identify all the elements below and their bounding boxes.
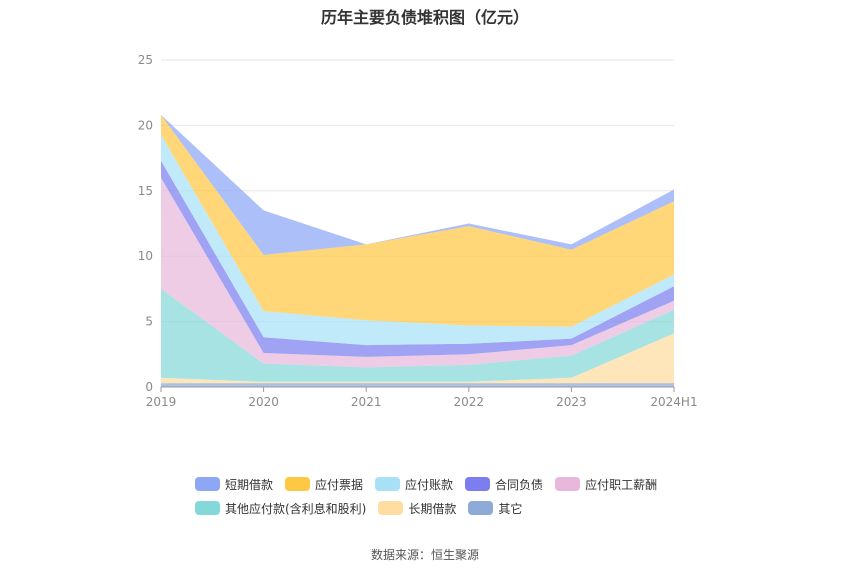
area-series-应付票据[interactable] [161, 114, 674, 327]
legend-label: 合同负债 [495, 477, 544, 492]
legend-swatch [378, 501, 404, 515]
area-series-长期借款[interactable] [161, 333, 674, 384]
area-series-短期借款[interactable] [161, 114, 674, 255]
y-tick-label: 15 [138, 184, 153, 198]
legend-swatch [465, 477, 491, 491]
x-tick-label: 2022 [454, 395, 485, 409]
legend-swatch [195, 501, 220, 515]
legend-item[interactable]: 其它 [468, 500, 522, 517]
y-tick-label: 5 [145, 315, 153, 329]
legend-label: 长期借款 [408, 501, 457, 516]
legend: 短期借款 应付票据 应付账款 合同负债 应付职工薪酬 其他应付款(含利息和股利) 长期借款… [195, 472, 715, 520]
legend-item[interactable]: 合同负债 [465, 476, 543, 493]
y-tick-label: 0 [145, 380, 153, 394]
stacked-areas [161, 114, 674, 387]
legend-item[interactable]: 应付票据 [285, 476, 363, 493]
axes: 0 5 10 15 20 25 2019 2020 2021 2022 2023 2024H1 [138, 53, 698, 409]
legend-item[interactable]: 短期借款 [195, 476, 273, 493]
x-tick-label: 2020 [248, 395, 279, 409]
legend-label: 应付账款 [405, 477, 454, 492]
legend-label: 其他应付款(含利息和股利) [225, 501, 367, 516]
legend-swatch [555, 477, 581, 491]
area-series-其他应付款(含利息和股利)[interactable] [161, 288, 674, 382]
chart-title: 历年主要负债堆积图（亿元） [320, 8, 529, 27]
legend-row: 其他应付款(含利息和股利) 长期借款 其它 [195, 496, 715, 520]
legend-swatch [195, 477, 220, 491]
x-tick-label: 2024H1 [650, 395, 697, 409]
legend-row: 短期借款 应付票据 应付账款 合同负债 应付职工薪酬 [195, 472, 715, 496]
legend-swatch [285, 477, 311, 491]
legend-item[interactable]: 长期借款 [378, 500, 456, 517]
legend-label: 应付票据 [315, 477, 364, 492]
x-tick-label: 2023 [556, 395, 587, 409]
x-tick-label: 2019 [146, 395, 177, 409]
legend-item[interactable]: 应付账款 [375, 476, 453, 493]
legend-swatch [375, 477, 401, 491]
x-tick-label: 2021 [351, 395, 382, 409]
y-tick-label: 25 [138, 53, 153, 67]
legend-swatch [468, 501, 494, 515]
area-series-其它[interactable] [161, 383, 674, 387]
y-tick-label: 20 [138, 118, 153, 132]
y-tick-label: 10 [138, 249, 153, 263]
legend-label: 其它 [498, 501, 523, 516]
legend-label: 应付职工薪酬 [585, 477, 658, 492]
legend-item[interactable]: 应付职工薪酬 [555, 476, 657, 493]
source-note: 数据来源：恒生聚源 [370, 548, 479, 562]
legend-label: 短期借款 [225, 477, 274, 492]
legend-item[interactable]: 其他应付款(含利息和股利) [195, 500, 366, 517]
